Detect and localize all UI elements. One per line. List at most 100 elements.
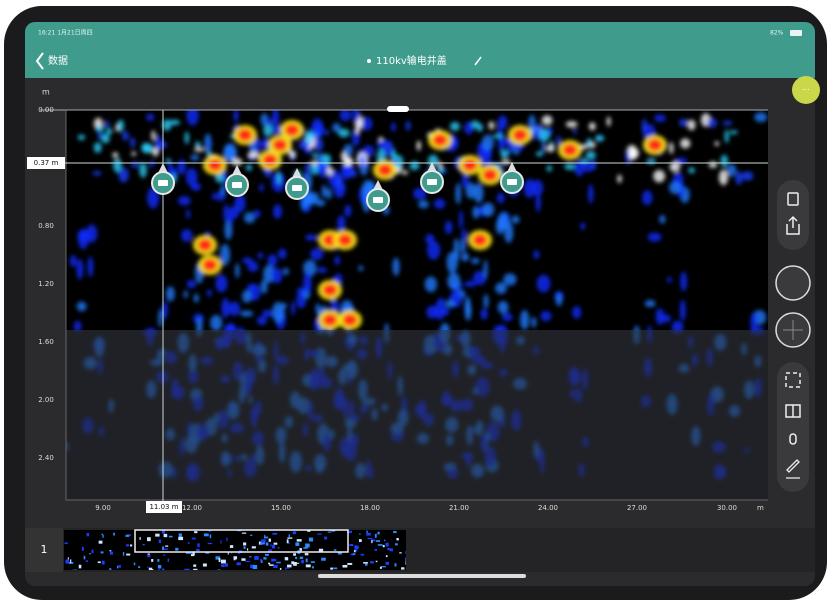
thumb-dot bbox=[365, 563, 368, 566]
thumb-dot bbox=[83, 555, 86, 560]
thumb-dot bbox=[385, 542, 389, 547]
thumbnail-image bbox=[64, 530, 406, 570]
marker-icon bbox=[373, 197, 383, 203]
thumb-dot bbox=[193, 564, 197, 567]
thumb-dot bbox=[208, 530, 212, 532]
heat-blob bbox=[190, 154, 200, 161]
thumb-dot bbox=[353, 550, 356, 553]
thumb-dot bbox=[342, 564, 348, 568]
heat-blob bbox=[298, 140, 310, 150]
heat-blob bbox=[263, 154, 277, 166]
thumb-dot bbox=[86, 533, 90, 537]
heat-blob bbox=[322, 153, 332, 166]
heat-blob bbox=[273, 139, 287, 151]
heat-blob bbox=[378, 136, 384, 142]
heat-blob bbox=[572, 305, 582, 319]
thumb-dot bbox=[268, 549, 272, 553]
heat-blob bbox=[235, 263, 240, 279]
heat-blob bbox=[460, 238, 466, 253]
heat-blob bbox=[206, 141, 213, 146]
heat-blob bbox=[720, 154, 728, 168]
thumb-dot bbox=[260, 558, 262, 562]
heat-blob bbox=[181, 229, 193, 242]
thumbnail-viewport[interactable] bbox=[134, 529, 349, 553]
heat-blob bbox=[186, 280, 197, 289]
heat-blob bbox=[288, 150, 296, 159]
heat-blob bbox=[741, 171, 754, 181]
thumb-dot bbox=[89, 553, 91, 555]
thumb-dot bbox=[279, 568, 282, 570]
heat-blob bbox=[206, 289, 212, 297]
heat-blob bbox=[533, 250, 540, 260]
heat-blob bbox=[149, 160, 155, 168]
thumb-dot bbox=[268, 562, 271, 565]
heat-blob bbox=[131, 151, 137, 156]
heat-blob bbox=[247, 261, 259, 272]
thumb-dot bbox=[197, 543, 200, 548]
thumb-dot bbox=[162, 568, 165, 570]
thumb-dot bbox=[269, 564, 274, 566]
thumb-dot bbox=[264, 536, 269, 539]
marker-icon bbox=[427, 179, 437, 185]
thumb-dot bbox=[129, 544, 133, 547]
thumb-dot bbox=[337, 552, 342, 555]
toolbar-group bbox=[777, 362, 809, 492]
thumb-dot bbox=[194, 531, 198, 534]
thumb-dot bbox=[142, 544, 145, 546]
record-button[interactable] bbox=[775, 265, 811, 301]
depth-tick-label: 0.80 bbox=[38, 222, 54, 230]
thumb-dot bbox=[288, 534, 291, 539]
marker-icon bbox=[507, 179, 517, 185]
thumb-dot bbox=[227, 551, 229, 555]
status-time: 16:21 1月21日周四 bbox=[38, 30, 93, 37]
heat-blob bbox=[483, 259, 488, 280]
heat-blob bbox=[669, 142, 674, 155]
share-button[interactable] bbox=[786, 215, 800, 235]
heat-blob bbox=[220, 184, 226, 196]
back-arrow[interactable] bbox=[35, 52, 44, 70]
thumb-dot bbox=[291, 561, 295, 565]
status-battery: 82% bbox=[770, 30, 784, 37]
drag-handle[interactable] bbox=[387, 106, 409, 112]
thumb-dot bbox=[241, 532, 247, 534]
heat-blob bbox=[168, 119, 181, 126]
heat-blob bbox=[418, 200, 429, 209]
heat-blob bbox=[338, 234, 352, 246]
heat-blob bbox=[437, 297, 445, 305]
thumb-dot bbox=[233, 556, 238, 560]
track-number[interactable]: 1 bbox=[41, 543, 48, 556]
thumb-dot bbox=[276, 561, 281, 564]
heat-blob bbox=[257, 252, 264, 259]
heat-blob bbox=[495, 218, 504, 235]
thumb-dot bbox=[405, 561, 406, 565]
back-button[interactable]: 数据 bbox=[48, 54, 68, 67]
heat-blob bbox=[267, 254, 278, 267]
heat-blob bbox=[165, 158, 171, 163]
thumb-dot bbox=[196, 548, 200, 551]
marker-pin bbox=[232, 165, 242, 175]
heat-blob bbox=[582, 161, 594, 173]
thumb-dot bbox=[347, 562, 353, 565]
more-button[interactable] bbox=[792, 76, 820, 104]
heat-blob bbox=[536, 274, 551, 293]
distance-tick-label: 27.00 bbox=[627, 504, 647, 512]
delete-button[interactable] bbox=[787, 192, 799, 206]
mic-button[interactable] bbox=[789, 433, 797, 445]
select-button[interactable] bbox=[785, 372, 801, 388]
thumb-dot bbox=[122, 552, 125, 556]
thumb-dot bbox=[303, 547, 308, 549]
thumb-dot bbox=[385, 555, 388, 558]
thumb-dot bbox=[98, 540, 103, 544]
edit-icon[interactable] bbox=[474, 56, 482, 66]
heat-blob bbox=[165, 286, 175, 302]
heat-blob bbox=[304, 130, 313, 143]
heat-blob bbox=[497, 120, 503, 138]
thumb-dot bbox=[246, 548, 249, 551]
heat-blob bbox=[463, 159, 477, 171]
thumb-dot bbox=[233, 559, 236, 561]
heat-blob bbox=[463, 121, 475, 135]
pen-button[interactable] bbox=[786, 459, 800, 479]
cursor-distance-label: 11.03 m bbox=[149, 503, 178, 511]
heat-blob bbox=[326, 166, 334, 176]
heat-blob bbox=[344, 204, 352, 217]
